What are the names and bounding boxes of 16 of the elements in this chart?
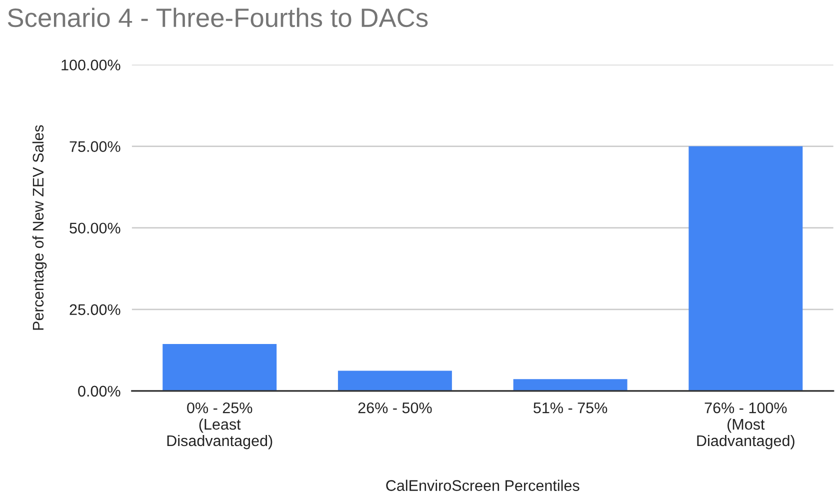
chart-title: Scenario 4 - Three-Fourths to DACs xyxy=(8,8,428,28)
x-tick-label: 51% - 75% xyxy=(534,402,608,414)
bar xyxy=(513,379,628,391)
bar xyxy=(688,146,803,391)
y-tick-label: 100.00% xyxy=(62,60,120,70)
x-axis-title: CalEnviroScreen Percentiles xyxy=(386,480,580,491)
y-tick-label: 0.00% xyxy=(78,386,120,397)
y-axis-title: Percentage of New ZEV Sales xyxy=(32,125,47,330)
x-tick-label: 0% - 25% (Least Disadvantaged) xyxy=(167,402,272,450)
x-tick-label: 76% - 100% (Most Diadvantaged) xyxy=(697,402,794,450)
y-tick-label: 50.00% xyxy=(70,222,120,234)
y-tick-label: 25.00% xyxy=(70,304,120,316)
bar xyxy=(338,370,452,391)
y-tick-label: 75.00% xyxy=(70,141,120,152)
x-tick-label: 26% - 50% xyxy=(358,402,432,414)
bar xyxy=(162,344,277,391)
